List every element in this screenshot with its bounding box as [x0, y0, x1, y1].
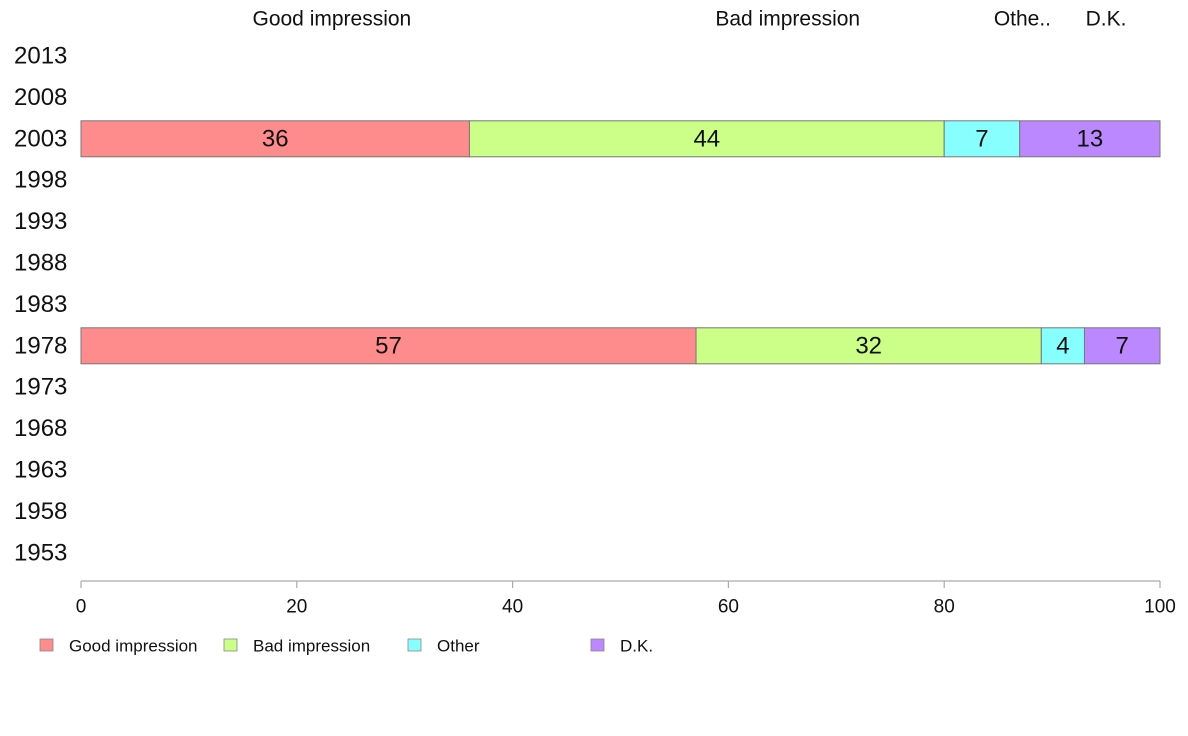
data-label-d-k-2003: 13: [1077, 125, 1104, 152]
data-label-d-k-1978: 7: [1116, 332, 1129, 359]
legend-item-other: Other: [407, 637, 480, 656]
x-tick-label-60: 60: [718, 597, 739, 618]
year-label-1973: 1973: [14, 374, 67, 401]
legend-item-d-k: D.K.: [590, 637, 653, 656]
legend-label-other: Other: [437, 637, 480, 656]
x-tick-label-80: 80: [934, 597, 955, 618]
year-label-1953: 1953: [14, 539, 67, 566]
legend-label-d-k: D.K.: [620, 637, 653, 656]
bar-segment-d-k-1978: [1083, 327, 1161, 365]
column-header-bad-impression: Bad impression: [715, 8, 860, 31]
x-tick-label-20: 20: [286, 597, 307, 618]
year-label-1988: 1988: [14, 250, 67, 277]
data-label-good-impression-1978: 57: [375, 332, 402, 359]
year-label-2003: 2003: [14, 125, 67, 152]
year-label-1963: 1963: [14, 457, 67, 484]
x-tick-label-0: 0: [76, 597, 87, 618]
data-label-other-1978: 4: [1056, 332, 1069, 359]
bar-segment-good-impression-1978: [80, 327, 697, 365]
bars: 36 44 7 13 57 32 4 7: [80, 120, 1161, 365]
year-label-2013: 2013: [14, 43, 67, 70]
x-tick-label-40: 40: [502, 597, 523, 618]
bar-row-2003: 36 44 7 13: [80, 120, 1161, 158]
year-label-1958: 1958: [14, 498, 67, 525]
x-axis: 0 20 40 60 80 100: [76, 580, 1176, 618]
column-header-good-impression: Good impression: [252, 8, 411, 31]
year-label-1998: 1998: [14, 167, 67, 194]
legend-swatch-bad-impression: [223, 638, 238, 652]
data-label-bad-impression-2003: 44: [693, 125, 720, 152]
legend-swatch-other: [407, 638, 422, 652]
column-header-other: Othe..: [994, 8, 1051, 31]
data-label-bad-impression-1978: 32: [855, 332, 882, 359]
legend-swatch-good-impression: [39, 638, 54, 652]
bar-segment-bad-impression-2003: [468, 120, 945, 158]
bar-segment-other-1978: [1040, 327, 1085, 365]
bar-segment-good-impression-2003: [80, 120, 470, 158]
year-label-2008: 2008: [14, 84, 67, 111]
year-labels: 2013 2008 2003 1998 1993 1988 1983 1978 1973 1968…: [14, 43, 67, 567]
column-header-d-k: D.K.: [1086, 8, 1127, 31]
bar-segment-d-k-2003: [1019, 120, 1161, 158]
legend-item-good-impression: Good impression: [39, 637, 198, 656]
data-label-other-2003: 7: [975, 125, 988, 152]
column-headers: Good impression Bad impression Othe.. D.K.: [252, 8, 1126, 31]
data-label-good-impression-2003: 36: [262, 125, 289, 152]
year-label-1968: 1968: [14, 415, 67, 442]
legend-label-good-impression: Good impression: [69, 637, 198, 656]
year-label-1978: 1978: [14, 332, 67, 359]
year-label-1993: 1993: [14, 208, 67, 235]
year-label-1983: 1983: [14, 291, 67, 318]
legend-swatch-d-k: [590, 638, 605, 652]
bar-row-1978: 57 32 4 7: [80, 327, 1161, 365]
bar-segment-bad-impression-1978: [695, 327, 1042, 365]
legend: Good impression Bad impression Other D.K.: [39, 637, 653, 656]
x-tick-label-100: 100: [1144, 597, 1176, 618]
legend-item-bad-impression: Bad impression: [223, 637, 370, 656]
bar-segment-other-2003: [943, 120, 1021, 158]
legend-label-bad-impression: Bad impression: [253, 637, 370, 656]
